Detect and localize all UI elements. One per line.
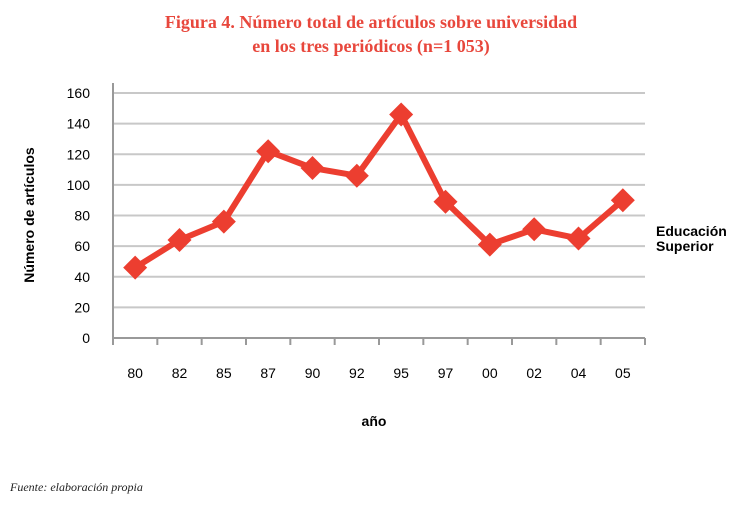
data-point-92: [344, 163, 369, 188]
y-tick-label-140: 140: [67, 116, 91, 132]
figure-title-line-2: en los tres periódicos (n=1 053): [252, 36, 490, 56]
data-point-95: [389, 102, 414, 127]
x-tick-label-05: 05: [615, 365, 631, 381]
x-axis-label: año: [362, 413, 387, 429]
data-point-90: [300, 156, 325, 181]
y-tick-label-80: 80: [74, 208, 90, 224]
y-tick-label-120: 120: [67, 146, 91, 162]
legend-label-line-1: Educación: [656, 223, 727, 239]
axes: [112, 83, 646, 345]
figure-title: Figura 4. Número total de artículos sobr…: [0, 10, 742, 58]
y-tick-label-20: 20: [74, 299, 90, 315]
data-point-02: [522, 217, 547, 242]
y-tick-label-100: 100: [67, 177, 91, 193]
series-educacion-superior: [123, 102, 635, 280]
series-line: [132, 111, 626, 271]
x-tick-label-85: 85: [216, 365, 232, 381]
data-point-82: [167, 228, 192, 252]
x-tick-label-00: 00: [482, 365, 498, 381]
data-point-85: [211, 209, 236, 234]
x-tick-label-82: 82: [172, 365, 188, 381]
x-tick-label-97: 97: [438, 365, 454, 381]
y-tick-label-0: 0: [82, 330, 90, 346]
x-tick-label-95: 95: [393, 365, 409, 381]
x-tick-label-90: 90: [305, 365, 321, 381]
gridlines: [113, 92, 645, 309]
x-tick-label-04: 04: [571, 365, 587, 381]
x-tick-label-92: 92: [349, 365, 365, 381]
source-note: Fuente: elaboración propia: [10, 480, 143, 494]
x-tick-label-02: 02: [526, 365, 542, 381]
x-tick-labels: 80 82 85 87 90 92 95 97 00 02 04 05: [127, 365, 630, 381]
y-tick-labels: 0 20 40 60 80 100 120 140 160: [67, 85, 91, 346]
y-tick-label-160: 160: [67, 85, 91, 101]
y-tick-label-40: 40: [74, 269, 90, 285]
data-point-00: [477, 232, 502, 257]
data-point-87: [256, 139, 281, 164]
y-axis-label: Número de artículos: [21, 147, 37, 283]
data-point-80: [123, 255, 148, 280]
figure-title-line-1: Figura 4. Número total de artículos sobr…: [164, 12, 578, 32]
legend-label-line-2: Superior: [656, 238, 714, 254]
data-point-97: [433, 189, 458, 214]
x-tick-label-87: 87: [260, 365, 276, 381]
x-tick-label-80: 80: [127, 365, 143, 381]
data-point-05: [610, 188, 635, 213]
y-tick-label-60: 60: [74, 238, 90, 254]
data-point-04: [566, 226, 591, 251]
